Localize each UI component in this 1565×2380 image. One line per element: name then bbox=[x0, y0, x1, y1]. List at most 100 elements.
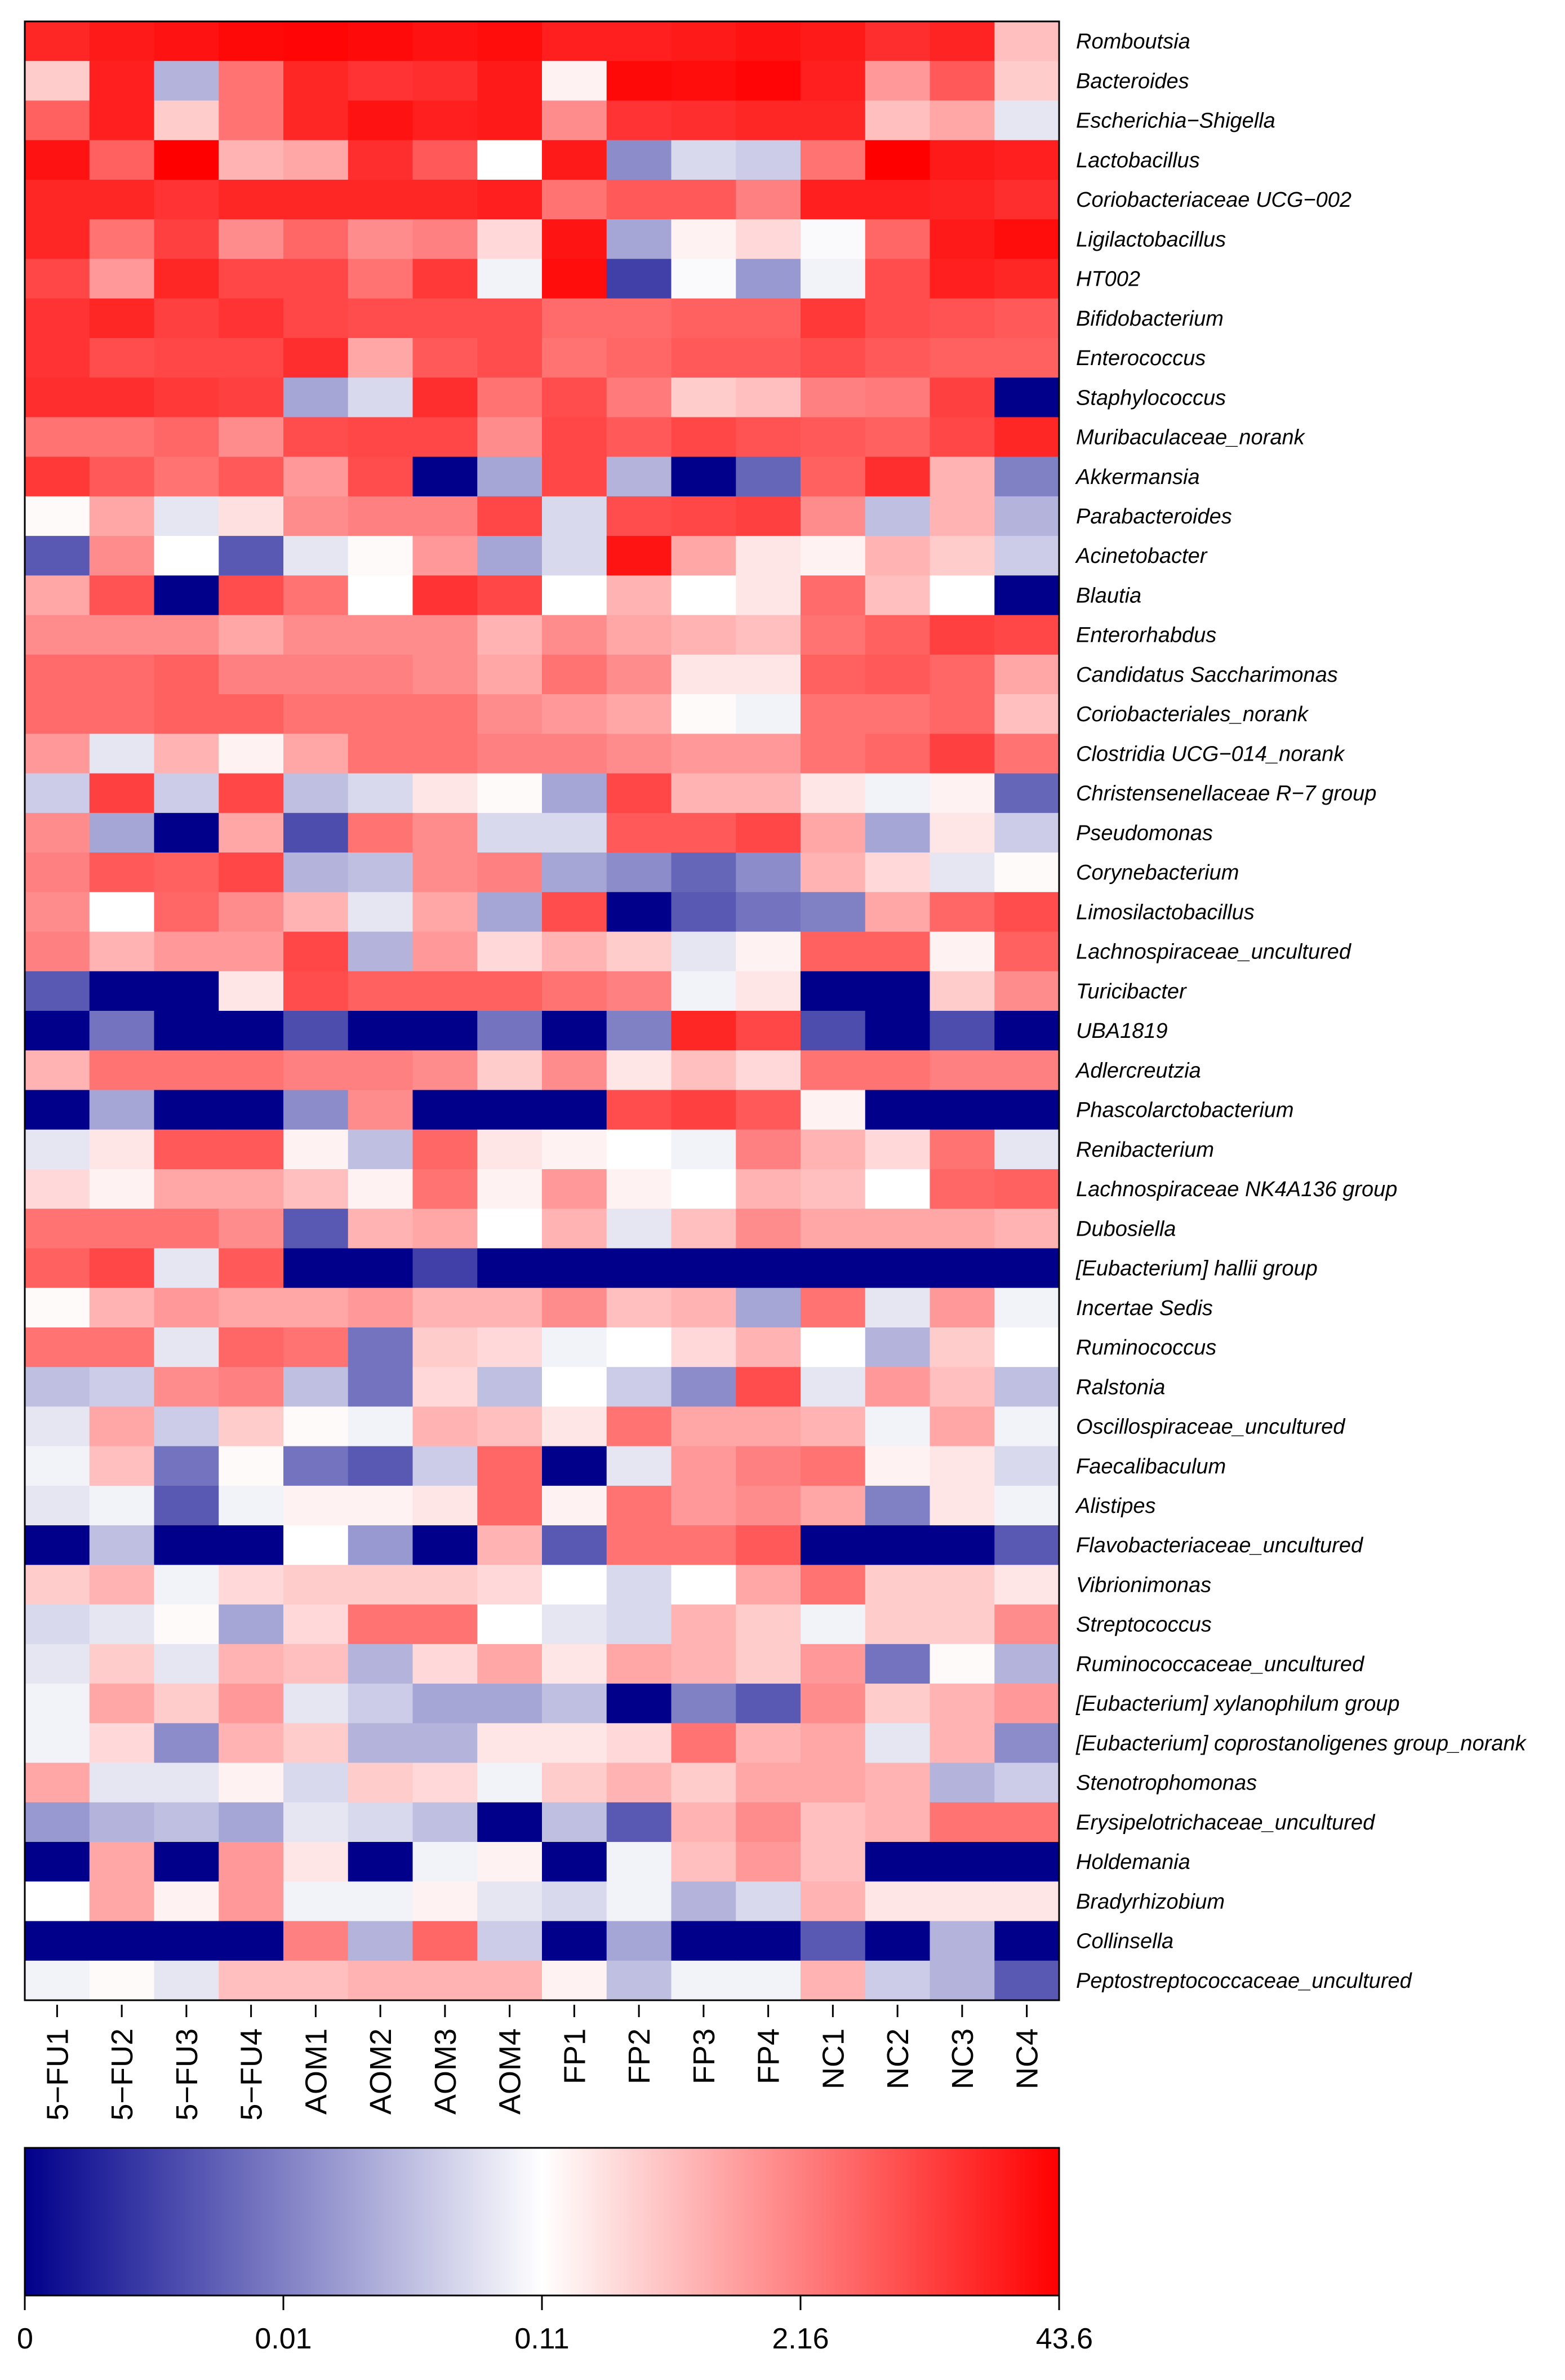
heatmap-cell bbox=[736, 378, 801, 418]
heatmap-cell bbox=[89, 1367, 155, 1407]
heatmap-cell bbox=[154, 931, 219, 972]
heatmap-cell bbox=[865, 654, 931, 695]
heatmap-cell bbox=[25, 179, 90, 220]
heatmap-cell bbox=[801, 338, 866, 378]
heatmap-cell bbox=[348, 1921, 414, 1961]
heatmap-cell bbox=[801, 259, 866, 299]
heatmap-cells bbox=[25, 21, 1060, 2001]
row-label: Ralstonia bbox=[1076, 1375, 1165, 1399]
heatmap-cell bbox=[736, 1406, 801, 1447]
heatmap-cell bbox=[412, 1684, 478, 1724]
column-labels: 5−FU1 5−FU2 5−FU3 5−FU4 AOM1 AOM2 AOM3 AOM4 FP1 F… bbox=[41, 2005, 1044, 2121]
heatmap-cell bbox=[89, 971, 155, 1011]
heatmap-cell bbox=[801, 61, 866, 101]
heatmap-cell bbox=[671, 259, 736, 299]
heatmap-cell bbox=[25, 378, 90, 418]
heatmap-cell bbox=[606, 852, 672, 892]
heatmap-cell bbox=[930, 694, 995, 734]
heatmap-cell bbox=[89, 536, 155, 576]
heatmap-cell bbox=[930, 1485, 995, 1526]
heatmap-cell bbox=[801, 1169, 866, 1209]
heatmap-cell bbox=[930, 1287, 995, 1328]
heatmap-cell bbox=[865, 1129, 931, 1170]
heatmap-cell bbox=[865, 1802, 931, 1842]
heatmap-cell bbox=[671, 1802, 736, 1842]
heatmap-cell bbox=[994, 575, 1060, 616]
heatmap-cell bbox=[412, 1565, 478, 1605]
row-label: Ruminococcaceae_uncultured bbox=[1076, 1653, 1365, 1676]
row-label: Lachnospiraceae_uncultured bbox=[1076, 940, 1352, 964]
heatmap-cell bbox=[89, 61, 155, 101]
heatmap-cell bbox=[348, 259, 414, 299]
heatmap-cell bbox=[606, 971, 672, 1011]
heatmap-cell bbox=[865, 1327, 931, 1367]
heatmap-cell bbox=[154, 1684, 219, 1724]
heatmap-cell bbox=[348, 1881, 414, 1922]
heatmap-cell bbox=[89, 1802, 155, 1842]
heatmap-cell bbox=[219, 773, 284, 814]
row-label: Lachnospiraceae NK4A136 group bbox=[1076, 1178, 1397, 1201]
heatmap-cell bbox=[477, 892, 543, 933]
heatmap-cell bbox=[412, 1209, 478, 1249]
heatmap-cell bbox=[930, 1802, 995, 1842]
heatmap-cell bbox=[25, 456, 90, 497]
heatmap-cell bbox=[25, 259, 90, 299]
heatmap-cell bbox=[154, 1881, 219, 1922]
heatmap-cell bbox=[477, 971, 543, 1011]
heatmap-cell bbox=[930, 734, 995, 774]
heatmap-cell bbox=[348, 1842, 414, 1882]
heatmap-cell bbox=[89, 734, 155, 774]
column-label: 5−FU3 bbox=[170, 2028, 204, 2121]
heatmap-cell bbox=[865, 1842, 931, 1882]
heatmap-cell bbox=[801, 1248, 866, 1289]
heatmap-cell bbox=[154, 1090, 219, 1130]
heatmap-cell bbox=[283, 1406, 349, 1447]
heatmap-cell bbox=[930, 1842, 995, 1882]
heatmap-cell bbox=[930, 496, 995, 536]
heatmap-cell bbox=[736, 1367, 801, 1407]
heatmap-cell bbox=[865, 1525, 931, 1565]
row-label: [Eubacterium] xylanophilum group bbox=[1075, 1692, 1400, 1716]
heatmap-cell bbox=[412, 1011, 478, 1051]
column-label: AOM1 bbox=[299, 2028, 333, 2115]
heatmap-cell bbox=[154, 694, 219, 734]
heatmap-cell bbox=[542, 1802, 607, 1842]
heatmap-cell bbox=[283, 1565, 349, 1605]
heatmap-cell bbox=[412, 1485, 478, 1526]
heatmap-cell bbox=[89, 1604, 155, 1645]
heatmap-cell bbox=[542, 1446, 607, 1486]
heatmap-cell bbox=[89, 21, 155, 61]
heatmap-cell bbox=[283, 378, 349, 418]
heatmap-cell bbox=[283, 1011, 349, 1051]
heatmap-cell bbox=[25, 1921, 90, 1961]
heatmap-cell bbox=[801, 1684, 866, 1724]
heatmap-cell bbox=[412, 1802, 478, 1842]
heatmap-cell bbox=[25, 338, 90, 378]
heatmap-cell bbox=[348, 1802, 414, 1842]
heatmap-cell bbox=[542, 615, 607, 655]
heatmap-cell bbox=[219, 1011, 284, 1051]
heatmap-cell bbox=[25, 615, 90, 655]
heatmap-cell bbox=[412, 773, 478, 814]
heatmap-cell bbox=[671, 773, 736, 814]
heatmap-cell bbox=[154, 1050, 219, 1091]
heatmap-cell bbox=[477, 1723, 543, 1764]
row-label: Christensenellaceae R−7 group bbox=[1076, 782, 1376, 806]
heatmap-cell bbox=[542, 1090, 607, 1130]
heatmap-cell bbox=[348, 21, 414, 61]
heatmap-cell bbox=[994, 892, 1060, 933]
heatmap-cell bbox=[89, 259, 155, 299]
heatmap-cell bbox=[994, 1327, 1060, 1367]
heatmap-cell bbox=[606, 1090, 672, 1130]
heatmap-cell bbox=[154, 1802, 219, 1842]
heatmap-cell bbox=[412, 1367, 478, 1407]
heatmap-cell bbox=[283, 694, 349, 734]
heatmap-cell bbox=[671, 219, 736, 260]
column-label: 5−FU1 bbox=[41, 2028, 74, 2121]
heatmap-cell bbox=[994, 1762, 1060, 1803]
heatmap-cell bbox=[671, 615, 736, 655]
heatmap-cell bbox=[801, 496, 866, 536]
heatmap-cell bbox=[801, 1565, 866, 1605]
heatmap-cell bbox=[930, 1406, 995, 1447]
heatmap-cell bbox=[930, 892, 995, 933]
